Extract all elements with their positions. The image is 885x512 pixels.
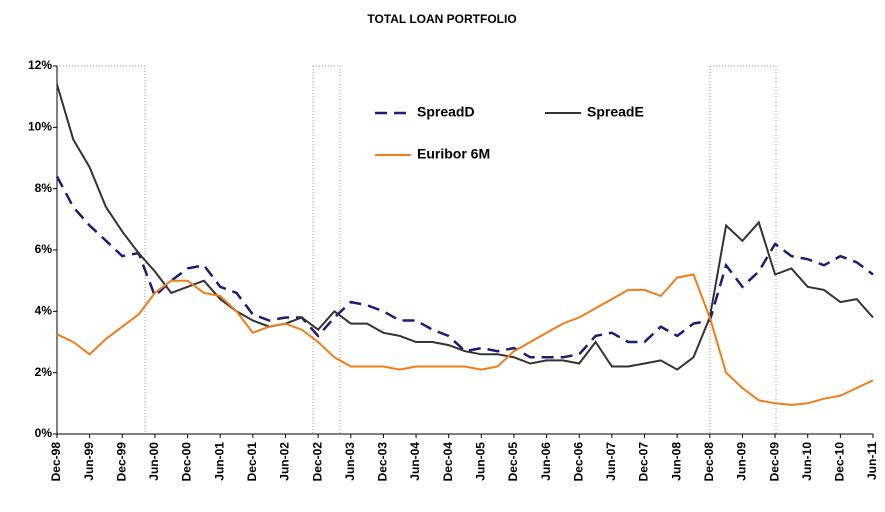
y-tick-label: 12% xyxy=(28,58,52,72)
x-tick-label: Jun-06 xyxy=(539,442,553,481)
highlight-periods xyxy=(56,65,777,435)
x-tick-label: Jun-09 xyxy=(735,442,749,481)
line-series xyxy=(55,175,874,359)
x-tick-label: Dec-08 xyxy=(702,442,716,482)
line-series xyxy=(56,84,874,371)
x-tick-label: Dec-05 xyxy=(506,442,520,482)
x-tick-label: Jun-07 xyxy=(604,442,618,481)
y-tick-label: 8% xyxy=(35,181,53,195)
legend-label: Euribor 6M xyxy=(417,146,490,162)
line-series xyxy=(56,273,874,406)
period-box xyxy=(56,65,146,435)
x-tick-label: Dec-02 xyxy=(310,442,324,482)
x-tick-label: Dec-01 xyxy=(245,442,259,482)
x-tick-label: Dec-99 xyxy=(114,442,128,482)
x-tick-label: Jun-08 xyxy=(669,442,683,481)
y-tick-label: 6% xyxy=(35,242,53,256)
x-tick-label: Dec-10 xyxy=(833,442,847,482)
x-tick-label: Jun-03 xyxy=(343,442,357,481)
y-tick-label: 0% xyxy=(35,426,53,440)
x-tick-label: Jun-99 xyxy=(82,442,96,481)
x-tick-label: Dec-04 xyxy=(441,442,455,482)
x-tick-label: Jun-11 xyxy=(865,442,879,480)
x-tick-label: Jun-10 xyxy=(800,442,814,481)
y-tick-label: 4% xyxy=(35,304,53,318)
x-tick-label: Jun-01 xyxy=(212,442,226,481)
legend-label: SpreadD xyxy=(417,104,475,120)
chart-title: TOTAL LOAN PORTFOLIO xyxy=(367,12,516,26)
y-tick-label: 10% xyxy=(28,120,52,134)
legend-label: SpreadE xyxy=(587,104,644,120)
x-tick-label: Dec-98 xyxy=(49,442,63,482)
x-tick-label: Dec-06 xyxy=(571,442,585,482)
x-tick-label: Jun-00 xyxy=(147,442,161,481)
x-tick-label: Dec-03 xyxy=(376,442,390,482)
y-tick-label: 2% xyxy=(35,365,53,379)
x-tick-label: Jun-04 xyxy=(408,442,422,481)
period-box xyxy=(709,65,777,435)
x-tick-label: Jun-05 xyxy=(473,442,487,481)
x-tick-label: Dec-07 xyxy=(637,442,651,482)
x-tick-label: Dec-09 xyxy=(767,442,781,482)
x-tick-label: Jun-02 xyxy=(278,442,292,481)
x-tick-label: Dec-00 xyxy=(180,442,194,482)
period-box xyxy=(312,65,341,435)
